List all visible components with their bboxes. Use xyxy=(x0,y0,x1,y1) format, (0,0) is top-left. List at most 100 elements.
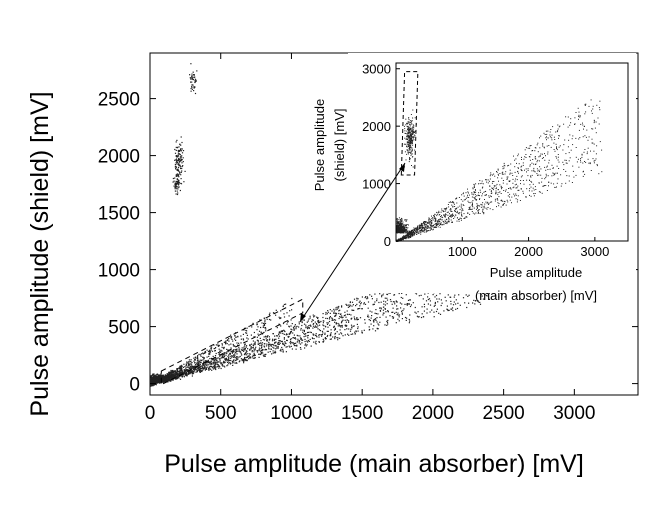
data-point xyxy=(444,208,446,210)
data-point xyxy=(214,355,217,357)
data-point xyxy=(235,348,237,350)
data-point xyxy=(406,317,408,319)
data-point xyxy=(187,362,189,364)
data-point xyxy=(225,360,227,362)
data-point xyxy=(397,314,399,316)
data-point xyxy=(254,348,256,350)
data-point xyxy=(245,329,247,332)
data-point xyxy=(217,345,219,347)
data-point xyxy=(418,232,420,234)
data-point xyxy=(175,155,178,157)
data-point xyxy=(334,338,336,340)
data-point xyxy=(188,367,190,369)
data-point xyxy=(582,124,584,126)
data-point xyxy=(357,326,359,328)
data-point xyxy=(268,318,271,321)
data-point xyxy=(197,367,199,369)
data-point xyxy=(244,343,246,345)
y-tick-label: 500 xyxy=(108,318,140,339)
data-point xyxy=(433,311,435,313)
data-point xyxy=(222,365,224,367)
data-point xyxy=(303,323,306,325)
data-point xyxy=(323,340,325,342)
data-point xyxy=(277,345,279,348)
data-point xyxy=(302,319,304,321)
data-point xyxy=(316,316,318,318)
data-point xyxy=(182,161,184,163)
data-point xyxy=(266,343,268,345)
data-point xyxy=(303,333,305,335)
data-point xyxy=(166,374,168,376)
data-point xyxy=(278,332,280,334)
data-point xyxy=(223,346,225,348)
data-point xyxy=(287,321,289,323)
data-point xyxy=(178,166,180,168)
data-point xyxy=(299,347,302,349)
data-point xyxy=(282,348,284,350)
data-point xyxy=(430,224,432,226)
data-point xyxy=(193,360,195,362)
data-point xyxy=(512,182,514,184)
data-point xyxy=(421,231,423,233)
data-point xyxy=(417,311,419,313)
data-point xyxy=(221,343,223,345)
data-point xyxy=(272,352,274,354)
data-point xyxy=(286,339,288,342)
data-point xyxy=(399,238,401,239)
data-point xyxy=(239,348,241,350)
data-point xyxy=(282,305,284,307)
data-point xyxy=(219,361,221,363)
data-point xyxy=(195,364,197,366)
data-point xyxy=(583,128,584,130)
data-point xyxy=(153,379,155,381)
data-point xyxy=(419,230,420,232)
data-point xyxy=(178,180,180,182)
data-point xyxy=(460,199,462,201)
data-point xyxy=(167,373,169,375)
data-point xyxy=(194,92,197,95)
data-point xyxy=(217,345,220,347)
data-point xyxy=(290,325,292,327)
data-point xyxy=(305,327,307,329)
data-point xyxy=(417,232,419,234)
data-point xyxy=(351,326,353,328)
data-point xyxy=(242,339,245,341)
data-point xyxy=(546,136,547,138)
data-point xyxy=(183,370,185,372)
data-point xyxy=(253,350,255,352)
data-point xyxy=(338,310,340,312)
data-point xyxy=(575,112,577,113)
data-point xyxy=(278,335,281,337)
data-point xyxy=(181,364,183,366)
data-point xyxy=(188,361,190,363)
data-point xyxy=(229,352,231,354)
data-point xyxy=(200,370,202,373)
data-point xyxy=(260,331,262,333)
data-point xyxy=(302,331,304,333)
data-point xyxy=(363,303,365,305)
data-point xyxy=(291,309,293,311)
data-point xyxy=(429,300,431,302)
data-point xyxy=(180,370,182,372)
data-point xyxy=(433,216,435,217)
data-point xyxy=(445,223,447,224)
data-point xyxy=(220,351,222,353)
data-point xyxy=(235,349,237,351)
data-point xyxy=(510,163,512,165)
data-point xyxy=(167,381,169,383)
data-point xyxy=(398,320,400,322)
data-point xyxy=(177,169,179,172)
data-point xyxy=(503,203,504,205)
data-point xyxy=(209,349,211,351)
data-point xyxy=(486,208,488,210)
data-point xyxy=(398,238,400,240)
data-point xyxy=(247,348,249,350)
data-point xyxy=(316,323,318,325)
data-point xyxy=(194,362,196,364)
data-point xyxy=(381,294,383,296)
data-point xyxy=(567,116,569,118)
data-point xyxy=(196,357,198,359)
data-point xyxy=(224,366,226,368)
data-point xyxy=(522,192,524,194)
data-point xyxy=(471,193,473,195)
